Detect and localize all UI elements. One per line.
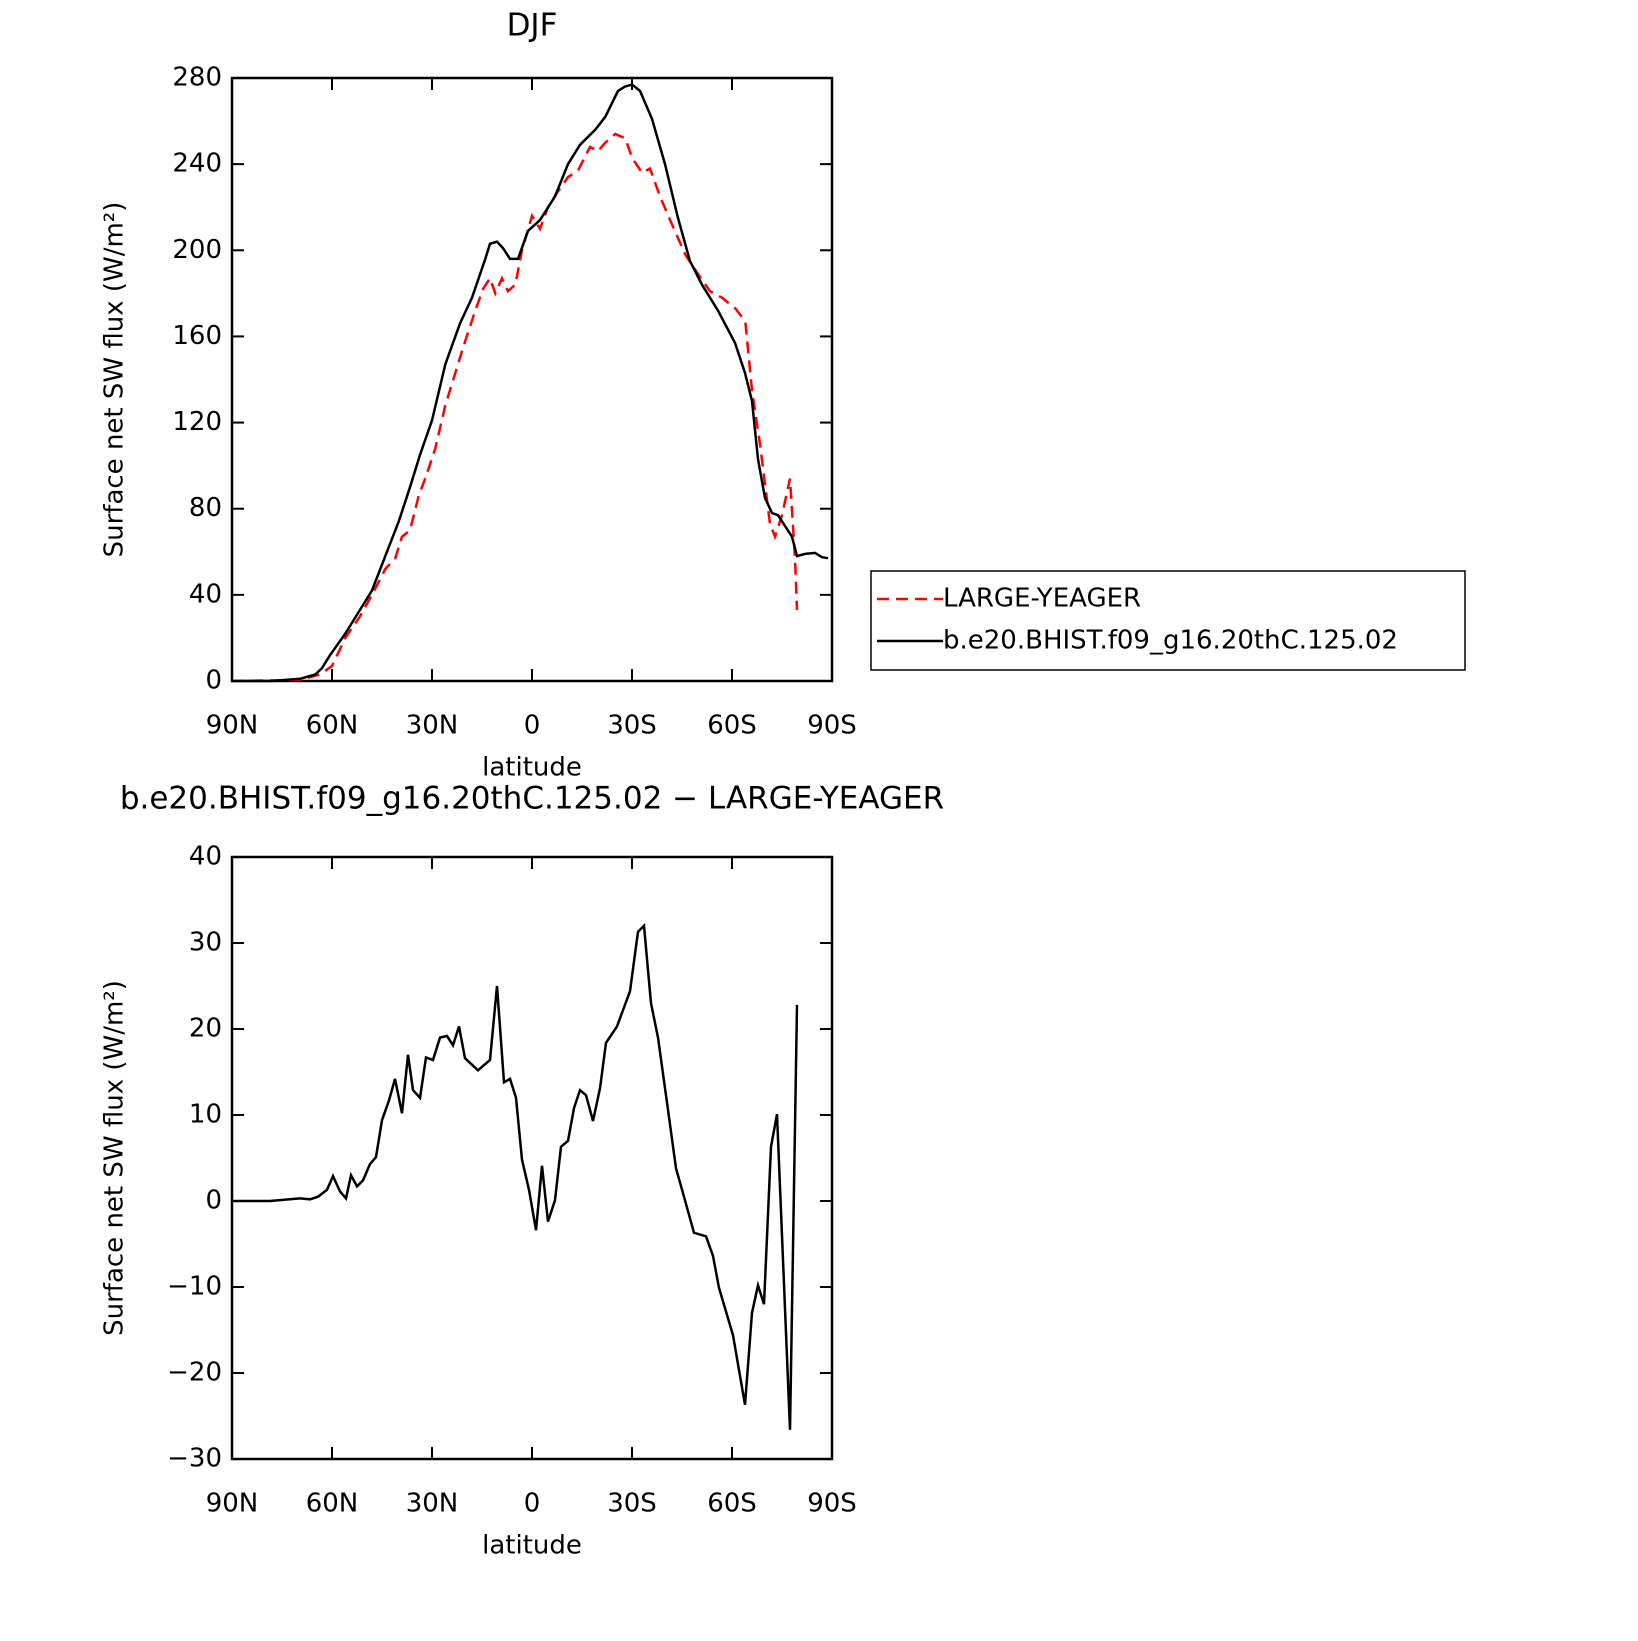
- x-tick-label: 30N: [406, 711, 459, 741]
- x-tick-label: 30S: [607, 1489, 657, 1519]
- y-tick-label: −10: [167, 1272, 222, 1302]
- y-axis-label: Surface net SW flux (W/m²): [100, 202, 130, 558]
- y-tick-label: 0: [205, 1186, 222, 1216]
- plot-frame: [230, 76, 834, 683]
- legend-label: b.e20.BHIST.f09_g16.20thC.125.02: [943, 626, 1398, 656]
- y-tick-label: 80: [189, 493, 222, 523]
- x-tick-label: 60S: [707, 711, 757, 741]
- x-tick-label: 90S: [807, 711, 857, 741]
- x-tick-label: 60N: [306, 711, 359, 741]
- x-tick-label: 60N: [306, 1489, 359, 1519]
- y-tick-label: 40: [189, 579, 222, 609]
- x-tick-label: 30S: [607, 711, 657, 741]
- y-tick-label: −30: [167, 1444, 222, 1474]
- y-tick-label: 200: [172, 235, 222, 265]
- legend-frame: [870, 570, 1466, 671]
- y-tick-label: 280: [172, 63, 222, 93]
- series-line: [232, 83, 829, 683]
- x-tick-label: 30N: [406, 1489, 459, 1519]
- y-tick-label: 160: [172, 321, 222, 351]
- series-line: [232, 923, 799, 1430]
- chart-title: b.e20.BHIST.f09_g16.20thC.125.02 − LARGE…: [120, 781, 944, 817]
- y-tick-label: 30: [189, 928, 222, 958]
- y-tick-label: 0: [205, 666, 222, 696]
- y-tick-label: 20: [189, 1014, 222, 1044]
- plot-frame: [230, 855, 834, 1461]
- chart-title: DJF: [507, 8, 558, 44]
- x-tick-label: 90S: [807, 1489, 857, 1519]
- x-tick-label: 90N: [206, 711, 259, 741]
- x-axis-label: latitude: [482, 753, 582, 783]
- y-axis-label: Surface net SW flux (W/m²): [100, 980, 130, 1336]
- x-tick-label: 0: [524, 1489, 541, 1519]
- series-line: [231, 132, 799, 683]
- x-tick-label: 60S: [707, 1489, 757, 1519]
- legend-label: LARGE-YEAGER: [943, 584, 1141, 614]
- x-tick-label: 90N: [206, 1489, 259, 1519]
- x-axis-label: latitude: [482, 1531, 582, 1561]
- y-tick-label: 10: [189, 1100, 222, 1130]
- y-tick-label: 240: [172, 149, 222, 179]
- y-tick-label: −20: [167, 1358, 222, 1388]
- y-tick-label: 120: [172, 407, 222, 437]
- x-tick-label: 0: [524, 711, 541, 741]
- y-tick-label: 40: [189, 842, 222, 872]
